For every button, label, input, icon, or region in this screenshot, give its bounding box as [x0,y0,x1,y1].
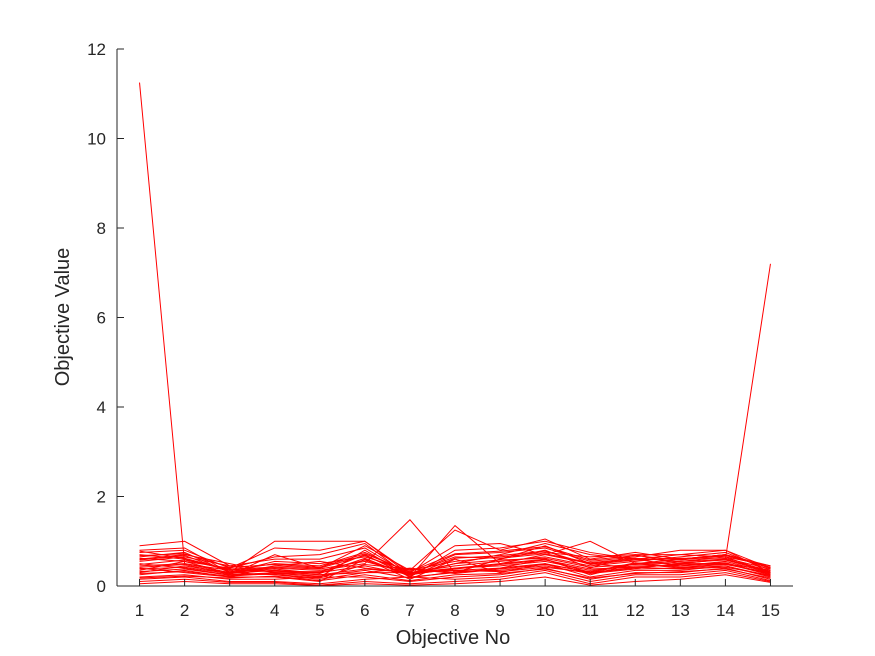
y-axis-ticks: 0 2 4 6 8 10 12 [87,40,124,596]
y-tick-label: 12 [87,40,106,59]
series-line-25 [139,568,771,582]
x-tick-label: 1 [135,601,144,620]
series-line-28 [139,553,771,575]
x-tick-label: 13 [671,601,690,620]
series-line-9 [139,556,771,580]
x-axis-label: Objective No [396,627,511,649]
series-line-23 [139,546,771,573]
x-axis-ticks: 1 2 3 4 5 6 7 8 9 10 11 12 13 14 15 [135,579,780,620]
y-axis-label: Objective Value [52,248,74,387]
x-tick-label: 15 [761,601,780,620]
series-line-16 [139,547,771,576]
x-tick-label: 4 [270,601,279,620]
x-tick-label: 11 [581,601,599,620]
x-tick-label: 5 [315,601,324,620]
series-layer [139,82,771,587]
x-tick-label: 2 [180,601,189,620]
x-tick-label: 8 [450,601,459,620]
x-tick-label: 3 [225,601,234,620]
x-tick-label: 6 [360,601,369,620]
y-tick-label: 6 [97,309,106,328]
series-line-21 [139,557,771,574]
x-tick-label: 12 [626,601,645,620]
series-line-27 [139,566,771,576]
y-tick-label: 2 [97,488,106,507]
x-tick-label: 7 [405,601,414,620]
y-tick-label: 10 [87,130,106,149]
x-tick-label: 14 [716,601,735,620]
x-tick-label: 10 [536,601,555,620]
y-tick-label: 8 [97,219,106,238]
x-tick-label: 9 [495,601,504,620]
y-tick-label: 4 [97,398,106,417]
y-tick-label: 0 [97,577,106,596]
